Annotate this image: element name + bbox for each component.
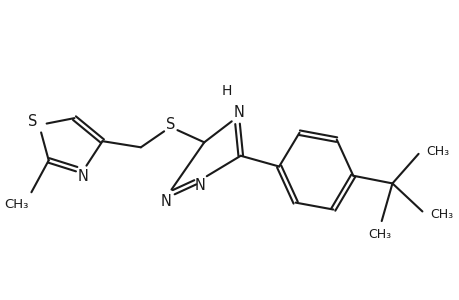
- Text: S: S: [165, 117, 175, 132]
- Text: H: H: [221, 84, 231, 98]
- Text: CH₃: CH₃: [429, 208, 452, 220]
- Text: N: N: [160, 194, 171, 208]
- Text: N: N: [77, 169, 88, 184]
- Text: S: S: [28, 115, 37, 130]
- Text: CH₃: CH₃: [368, 228, 391, 241]
- Text: N: N: [194, 178, 205, 193]
- Text: N: N: [233, 105, 244, 120]
- Text: CH₃: CH₃: [5, 198, 29, 212]
- Text: CH₃: CH₃: [425, 146, 448, 158]
